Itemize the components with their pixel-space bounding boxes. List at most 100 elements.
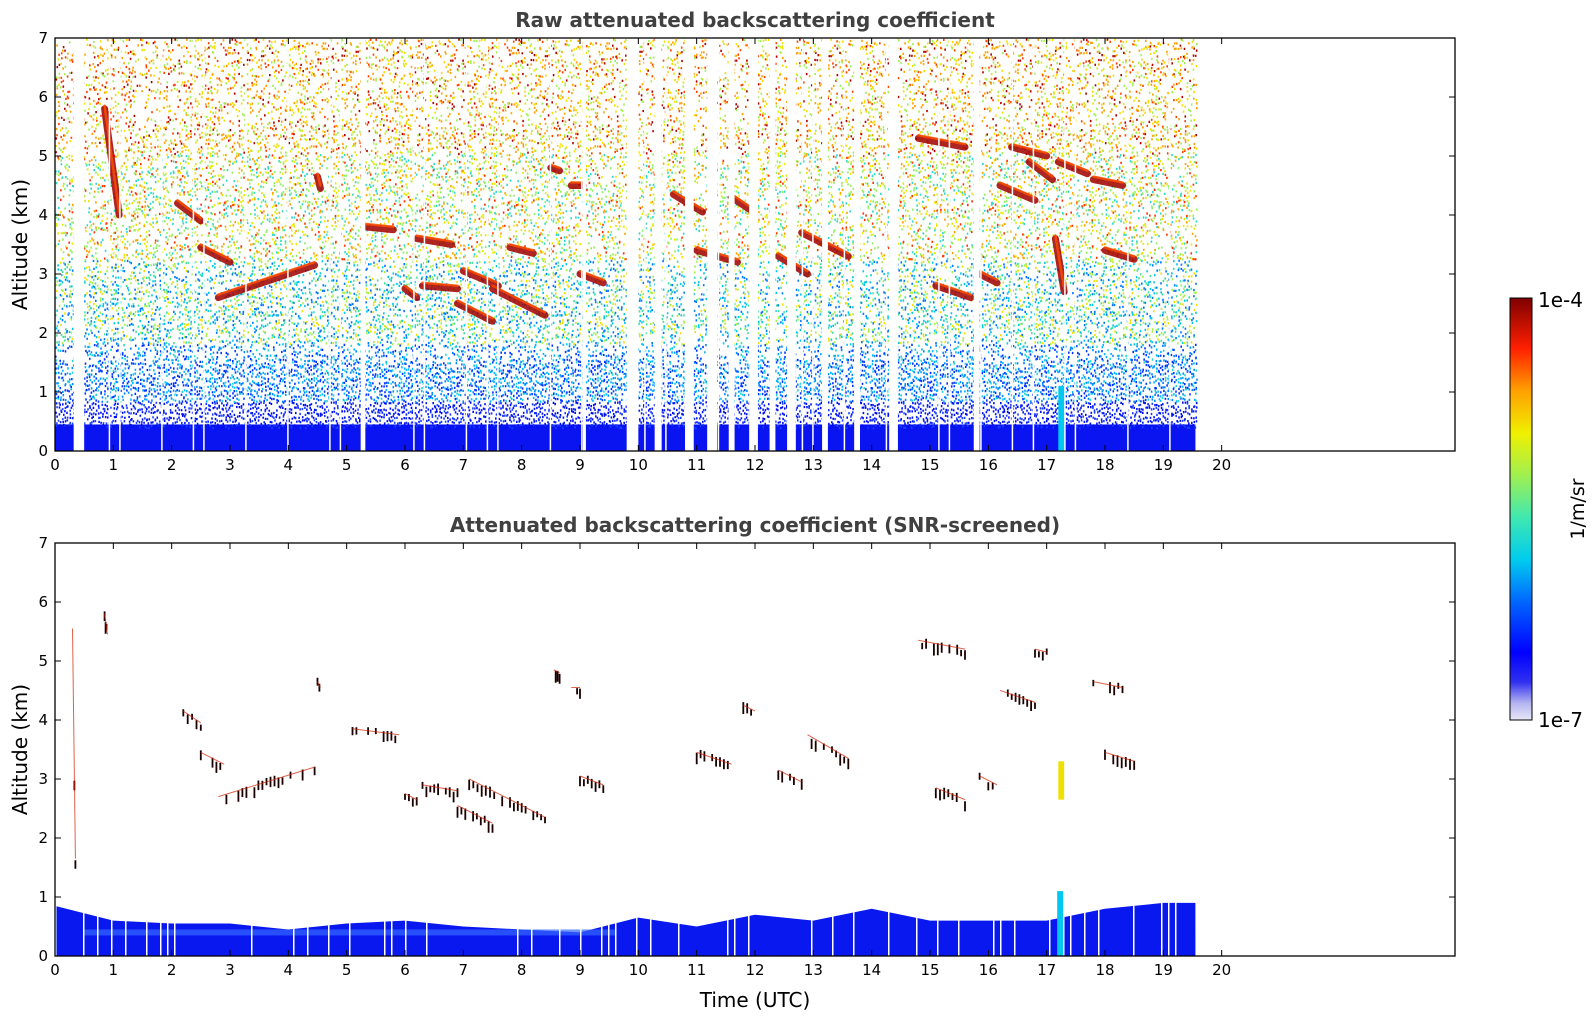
data-gap-thin: [1070, 897, 1072, 956]
cloud-layer-core: [810, 738, 850, 770]
y-tick-label: 0: [38, 947, 48, 965]
cloud-layer: [506, 243, 537, 257]
x-tick-label: 3: [225, 961, 235, 979]
cloud-layer-core: [1101, 246, 1138, 263]
cloud-layer-edge: [579, 775, 604, 786]
cloud-layer-edge: [934, 281, 973, 296]
raw-panel-y-ticks: 0 1 2 3 4 5 6 7: [38, 29, 1455, 460]
cloud-layer-core: [419, 282, 461, 293]
data-gap: [708, 38, 718, 451]
data-gap-thin: [559, 897, 561, 956]
cloud-layer-core: [404, 793, 418, 807]
data-gap-thin: [167, 897, 169, 956]
data-gap-thin: [497, 38, 499, 451]
cloud-layer-edge: [696, 751, 732, 765]
cloud-layer-edge: [549, 163, 561, 169]
data-gap-thin: [1064, 38, 1066, 451]
data-gap: [626, 38, 639, 451]
raw-panel-y-axis-label: Altitude (km): [8, 179, 32, 310]
x-tick-label: 0: [50, 961, 60, 979]
data-gap: [361, 38, 366, 451]
x-tick-label: 19: [1154, 456, 1173, 474]
data-gap-thin: [937, 897, 939, 956]
cloud-layer-edge: [1054, 234, 1066, 290]
cloud-layer-core: [421, 781, 459, 803]
x-tick-label: 15: [920, 961, 939, 979]
data-gap-thin: [1084, 897, 1086, 956]
data-gap-thin: [360, 38, 363, 451]
cloud-layer: [934, 787, 966, 812]
x-tick-label: 6: [400, 456, 410, 474]
cloud-layer-edge: [457, 805, 493, 824]
data-gap-thin: [531, 897, 533, 956]
cloud-layer-edge: [316, 172, 322, 187]
y-tick-label: 7: [38, 29, 48, 47]
cloud-layer-core: [579, 775, 605, 793]
y-tick-label: 4: [38, 206, 48, 224]
raw-backscatter-panel: Raw attenuated backscattering coefficien…: [8, 8, 1456, 474]
data-gap: [973, 38, 980, 451]
data-gap-thin: [734, 897, 736, 956]
cloud-layer-core: [506, 243, 537, 257]
data-gap-thin: [192, 38, 195, 451]
data-gap-thin: [125, 897, 127, 956]
x-tick-label: 10: [629, 456, 648, 474]
x-tick-label: 9: [575, 961, 585, 979]
cloud-layer-edge: [404, 793, 417, 801]
y-tick-label: 4: [38, 711, 48, 729]
data-gap-thin: [601, 897, 603, 956]
data-gap-thin: [517, 897, 519, 956]
raw-panel-data-gaps: [73, 38, 1171, 451]
data-gap-thin: [811, 897, 813, 956]
cloud-layer: [101, 104, 123, 219]
cloud-layer-edge: [72, 628, 76, 859]
cloud-layer-edge: [362, 222, 395, 228]
x-tick-label: 15: [920, 456, 939, 474]
x-tick-label: 17: [1037, 961, 1056, 979]
cloud-layer-core: [401, 285, 421, 302]
cloud-layer-edge: [462, 266, 500, 285]
data-gap-thin: [1063, 897, 1065, 956]
cloud-layer: [468, 778, 499, 799]
cloud-layer-core: [728, 193, 753, 213]
y-tick-label: 0: [38, 442, 48, 460]
data-gap-thin: [1168, 897, 1170, 956]
data-gap: [889, 38, 898, 451]
x-tick-label: 1: [109, 961, 119, 979]
cloud-layer: [728, 193, 753, 213]
cloud-layer-core: [489, 285, 549, 319]
cloud-layer-edge: [103, 104, 121, 214]
cloud-layer-core: [576, 688, 581, 699]
y-tick-label: 3: [38, 265, 48, 283]
cloud-layer: [199, 750, 225, 773]
cloud-layer: [214, 260, 319, 302]
raw-panel-x-ticks: 0 1 2 3 4 5 6 7 8 9 10 11 12 13 14 15 16 17 18 19 20: [50, 38, 1231, 474]
data-gap: [655, 38, 662, 451]
y-tick-label: 7: [38, 534, 48, 552]
cloud-layer-edge: [421, 281, 459, 287]
cloud-layer: [72, 628, 77, 869]
data-gap-thin: [888, 897, 890, 956]
cloud-layer: [978, 772, 998, 791]
cloud-layer: [553, 669, 561, 684]
data-gap-thin: [426, 897, 428, 956]
cloud-layer-core: [468, 779, 496, 799]
data-gap-thin: [832, 897, 834, 956]
data-gap-thin: [686, 38, 688, 451]
cloud-layer-edge: [403, 284, 418, 296]
x-tick-label: 11: [687, 456, 706, 474]
y-tick-label: 5: [38, 652, 48, 670]
data-gap-thin: [413, 38, 415, 451]
data-gap-thin: [423, 38, 426, 451]
data-gap-thin: [384, 897, 386, 956]
cloud-layer-core: [214, 261, 319, 302]
x-tick-label: 7: [459, 961, 469, 979]
cloud-layer-edge: [415, 234, 453, 243]
data-gap-thin: [329, 38, 331, 451]
data-gap-thin: [349, 897, 351, 956]
data-gap-thin: [1175, 897, 1177, 956]
data-gap-thin: [1161, 897, 1163, 956]
x-tick-label: 19: [1154, 961, 1173, 979]
x-tick-label: 13: [804, 456, 823, 474]
